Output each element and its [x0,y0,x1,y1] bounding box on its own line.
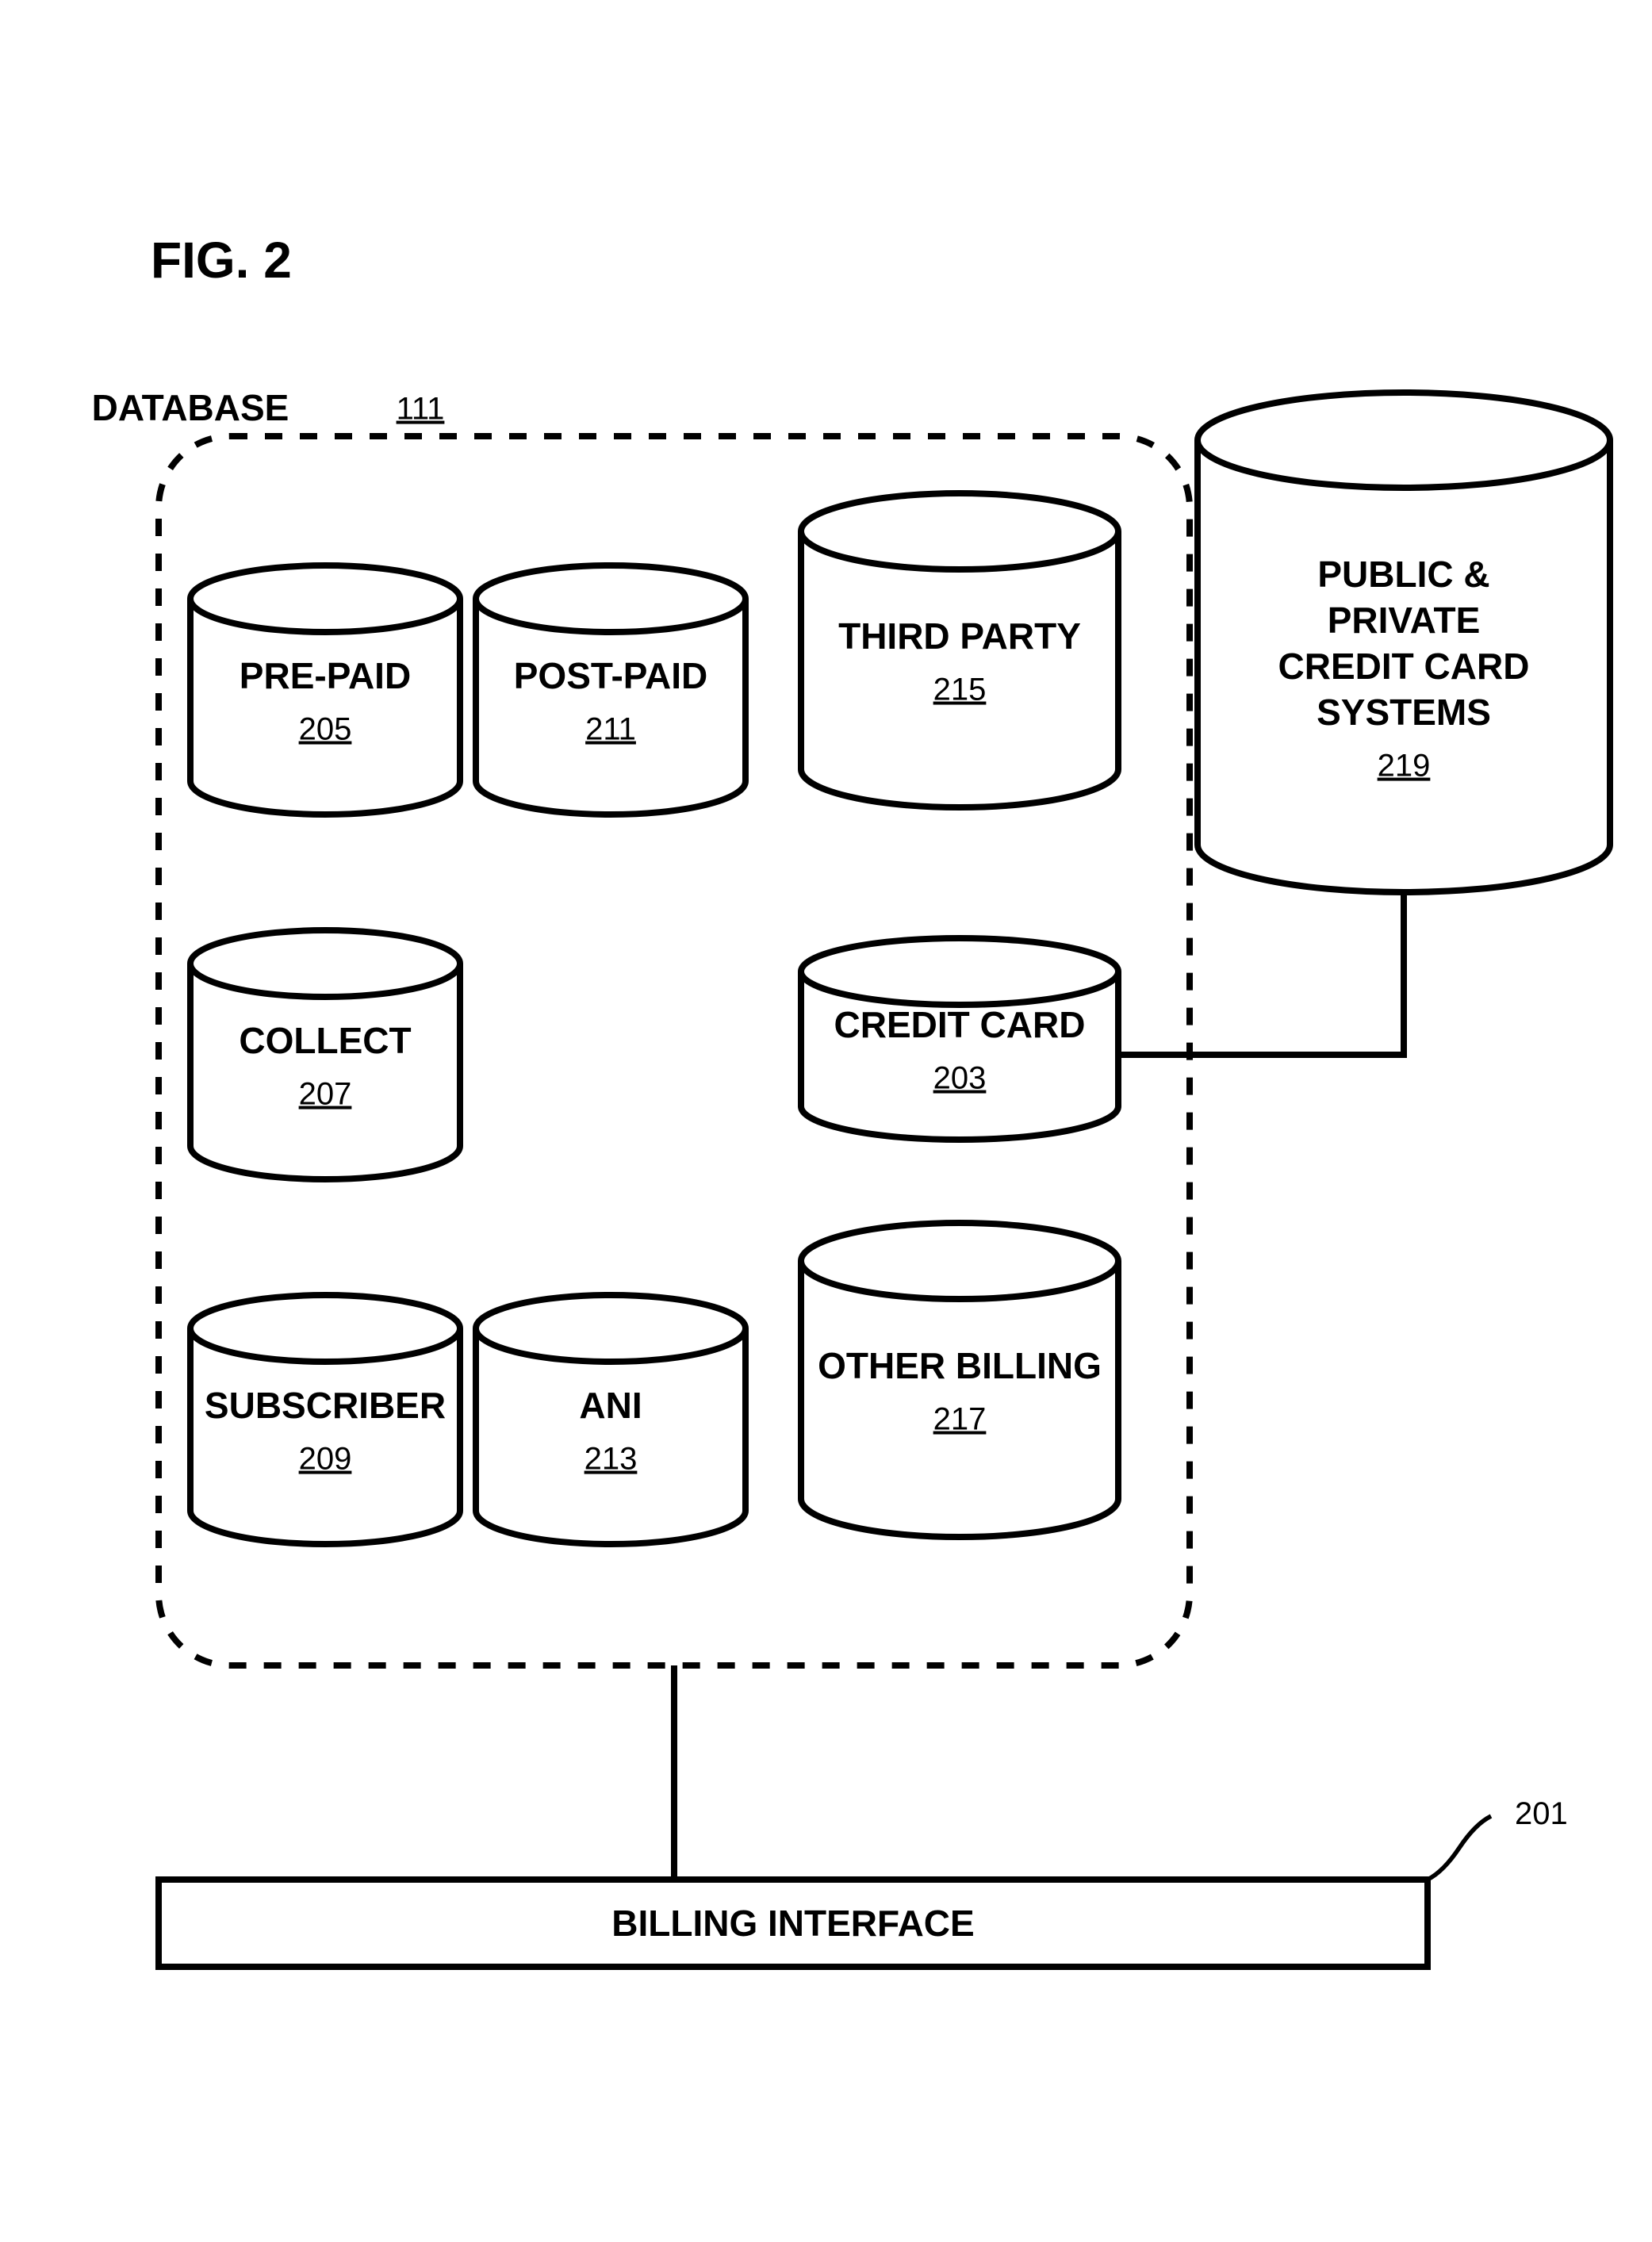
svg-text:COLLECT: COLLECT [239,1020,411,1061]
svg-text:207: 207 [299,1077,352,1112]
svg-text:217: 217 [933,1402,987,1437]
svg-text:205: 205 [299,712,352,747]
svg-text:PRE-PAID: PRE-PAID [240,655,411,696]
svg-text:213: 213 [585,1442,638,1477]
svg-text:THIRD PARTY: THIRD PARTY [838,615,1081,657]
svg-text:FIG. 2: FIG. 2 [151,232,292,289]
svg-text:CREDIT CARD: CREDIT CARD [834,1004,1086,1045]
svg-text:ANI: ANI [579,1385,642,1426]
svg-text:111: 111 [397,392,445,427]
figure-2-diagram: FIG. 2 DATABASE 111 PRE-PAID 205 POST-PAID 211… [0,0,1652,2242]
svg-text:POST-PAID: POST-PAID [514,655,708,696]
svg-text:201: 201 [1515,1796,1568,1831]
svg-text:PRIVATE: PRIVATE [1328,600,1481,641]
svg-text:219: 219 [1378,749,1431,784]
svg-text:203: 203 [933,1061,987,1096]
svg-text:211: 211 [585,712,636,747]
svg-text:209: 209 [299,1442,352,1477]
svg-text:DATABASE: DATABASE [92,387,289,428]
svg-text:215: 215 [933,673,987,707]
svg-text:CREDIT CARD: CREDIT CARD [1278,646,1530,687]
svg-text:OTHER BILLING: OTHER BILLING [818,1345,1102,1386]
svg-text:SYSTEMS: SYSTEMS [1317,692,1491,733]
svg-text:PUBLIC &: PUBLIC & [1317,554,1489,595]
svg-text:SUBSCRIBER: SUBSCRIBER [205,1385,446,1426]
svg-text:BILLING INTERFACE: BILLING INTERFACE [611,1903,974,1944]
